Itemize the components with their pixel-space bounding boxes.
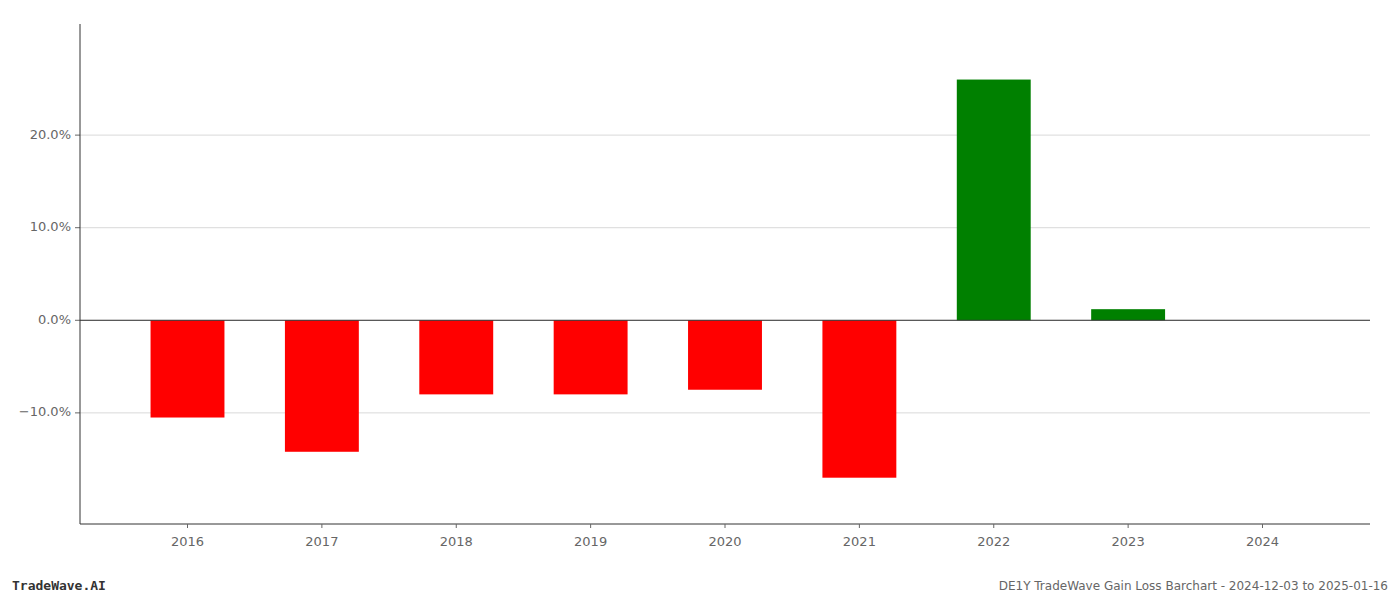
- x-tick: [993, 524, 994, 528]
- grid-line: [80, 412, 1370, 413]
- x-tick-label: 2020: [708, 534, 741, 549]
- chart: −10.0% 0.0% 10.0% 20.0% 2016 2017 2018 2019 2020…: [0, 0, 1400, 600]
- footer: TradeWave.AI DE1Y TradeWave Gain Loss Bar…: [12, 578, 1388, 593]
- x-tick: [859, 524, 860, 528]
- x-axis: 2016 2017 2018 2019 2020 2021 2022 2023 2024: [80, 524, 1370, 549]
- y-tick-label: 0.0%: [38, 312, 71, 327]
- bar: [957, 80, 1031, 321]
- y-axis-line: [80, 24, 81, 524]
- x-tick-label: 2016: [171, 534, 204, 549]
- bar: [285, 320, 359, 451]
- bar: [1091, 309, 1165, 320]
- bars: [151, 80, 1166, 478]
- x-tick-label: 2021: [843, 534, 876, 549]
- x-tick-label: 2022: [977, 534, 1010, 549]
- x-tick: [1262, 524, 1263, 528]
- x-tick-label: 2017: [305, 534, 338, 549]
- bar: [554, 320, 628, 394]
- grid-line: [80, 320, 1370, 321]
- zero-line: [80, 320, 1370, 321]
- x-tick-label: 2019: [574, 534, 607, 549]
- y-tick: [75, 320, 80, 321]
- x-tick: [456, 524, 457, 528]
- x-tick-label: 2023: [1112, 534, 1145, 549]
- bar: [419, 320, 493, 394]
- x-tick: [725, 524, 726, 528]
- y-tick: [75, 135, 80, 136]
- y-tick-label: 20.0%: [30, 127, 71, 142]
- y-tick: [75, 412, 80, 413]
- y-axis: −10.0% 0.0% 10.0% 20.0%: [19, 24, 80, 524]
- bar: [822, 320, 896, 477]
- footer-right: DE1Y TradeWave Gain Loss Barchart - 2024…: [999, 579, 1388, 593]
- grid-line: [80, 135, 1370, 136]
- bar: [151, 320, 225, 417]
- x-tick-label: 2018: [440, 534, 473, 549]
- x-tick: [321, 524, 322, 528]
- x-tick: [1128, 524, 1129, 528]
- x-tick: [187, 524, 188, 528]
- y-tick-label: 10.0%: [30, 219, 71, 234]
- y-tick: [75, 227, 80, 228]
- x-tick-label: 2024: [1246, 534, 1279, 549]
- y-tick-label: −10.0%: [19, 404, 71, 419]
- y-grid: [80, 135, 1370, 413]
- grid-line: [80, 227, 1370, 228]
- bar: [688, 320, 762, 389]
- footer-left: TradeWave.AI: [12, 578, 106, 593]
- x-tick: [590, 524, 591, 528]
